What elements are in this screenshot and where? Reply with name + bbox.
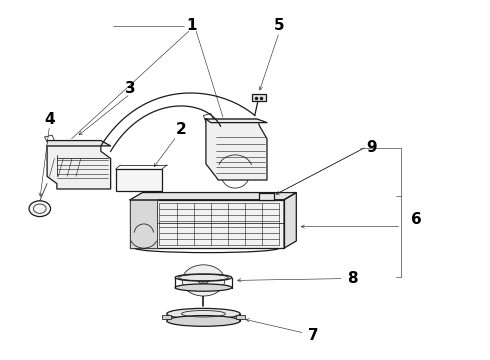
Polygon shape — [130, 193, 296, 200]
Circle shape — [198, 277, 209, 284]
Text: 9: 9 — [367, 140, 377, 155]
FancyBboxPatch shape — [252, 94, 266, 101]
Circle shape — [29, 201, 50, 217]
Ellipse shape — [175, 274, 232, 281]
Text: 8: 8 — [347, 271, 358, 286]
Text: 2: 2 — [176, 122, 187, 137]
Text: 3: 3 — [125, 81, 136, 96]
Text: 7: 7 — [308, 328, 318, 343]
Text: 5: 5 — [274, 18, 285, 33]
FancyBboxPatch shape — [162, 315, 171, 319]
Polygon shape — [130, 200, 284, 248]
Polygon shape — [206, 119, 267, 180]
Polygon shape — [47, 140, 111, 146]
FancyBboxPatch shape — [116, 169, 162, 191]
FancyBboxPatch shape — [236, 315, 245, 319]
Polygon shape — [47, 146, 111, 189]
Ellipse shape — [167, 316, 240, 326]
Polygon shape — [206, 119, 267, 123]
Polygon shape — [284, 193, 296, 248]
Text: 6: 6 — [411, 212, 421, 227]
Circle shape — [182, 265, 225, 296]
Ellipse shape — [167, 309, 240, 319]
FancyBboxPatch shape — [259, 193, 274, 200]
Text: 4: 4 — [44, 112, 55, 126]
Ellipse shape — [175, 284, 232, 291]
Circle shape — [201, 279, 206, 282]
Polygon shape — [130, 200, 157, 248]
Text: 1: 1 — [186, 18, 196, 33]
